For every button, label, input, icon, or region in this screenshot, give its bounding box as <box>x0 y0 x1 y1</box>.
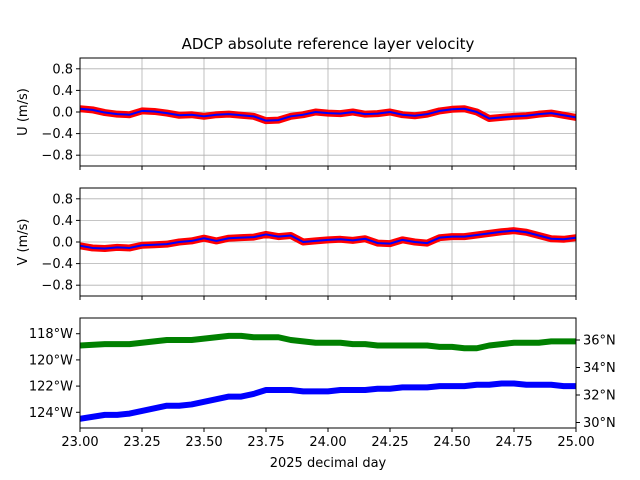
y-tick-label: 0.0 <box>52 106 73 121</box>
y-tick-label: −0.8 <box>41 279 73 294</box>
y2-tick-label: 36°N <box>583 334 616 349</box>
series-line-1 <box>80 380 576 422</box>
y-tick-label: 0.8 <box>52 62 73 77</box>
y-tick-label: 120°W <box>29 353 73 368</box>
x-tick-label: 23.25 <box>123 435 160 450</box>
y-tick-label: −0.4 <box>41 127 73 142</box>
x-axis-label: 2025 decimal day <box>270 456 387 471</box>
chart-title: ADCP absolute reference layer velocity <box>182 35 475 53</box>
y-tick-label: 0.4 <box>52 214 73 229</box>
y-tick-label: 0.4 <box>52 84 73 99</box>
y-axis-label: U (m/s) <box>16 88 31 136</box>
x-tick-label: 24.50 <box>433 435 470 450</box>
axes-frame <box>79 317 577 429</box>
y-tick-label: 124°W <box>29 406 73 421</box>
panel-3: 23.00 23.25 23.50 23.75 24.00 24.25 24.50 24.75… <box>29 317 616 450</box>
y-tick-label: 118°W <box>29 327 73 342</box>
y-axis-label: V (m/s) <box>16 219 31 266</box>
x-tick-label: 23.00 <box>61 435 98 450</box>
y2-tick-label: 30°N <box>583 416 616 431</box>
y-tick-label: −0.8 <box>41 149 73 164</box>
panel-1: 0.8 0.4 0.0 −0.4 −0.8 U (m/s) <box>16 57 577 170</box>
series-line-2 <box>80 107 576 122</box>
y2-tick-label: 32°N <box>583 389 616 404</box>
y-tick-label: 122°W <box>29 380 73 395</box>
series-line-2 <box>80 332 576 352</box>
x-tick-label: 24.00 <box>309 435 346 450</box>
y2-tick-label: 34°N <box>583 361 616 376</box>
y-tick-label: 0.8 <box>52 192 73 207</box>
x-tick-label: 23.50 <box>185 435 222 450</box>
y-tick-label: −0.4 <box>41 257 73 272</box>
series-group <box>80 227 576 252</box>
x-tick-label: 24.25 <box>371 435 408 450</box>
x-tick-label: 23.75 <box>247 435 284 450</box>
x-tick-label: 25.00 <box>557 435 594 450</box>
x-tick-label: 24.75 <box>495 435 532 450</box>
series-group <box>80 332 576 422</box>
series-line-2 <box>80 229 576 250</box>
panels: 0.8 0.4 0.0 −0.4 −0.8 U (m/s) 0.8 0.4 0.0 −0.4 −0.… <box>16 57 616 450</box>
panel-2: 0.8 0.4 0.0 −0.4 −0.8 V (m/s) <box>16 187 577 300</box>
series-group <box>80 105 576 125</box>
y-tick-label: 0.0 <box>52 236 73 251</box>
